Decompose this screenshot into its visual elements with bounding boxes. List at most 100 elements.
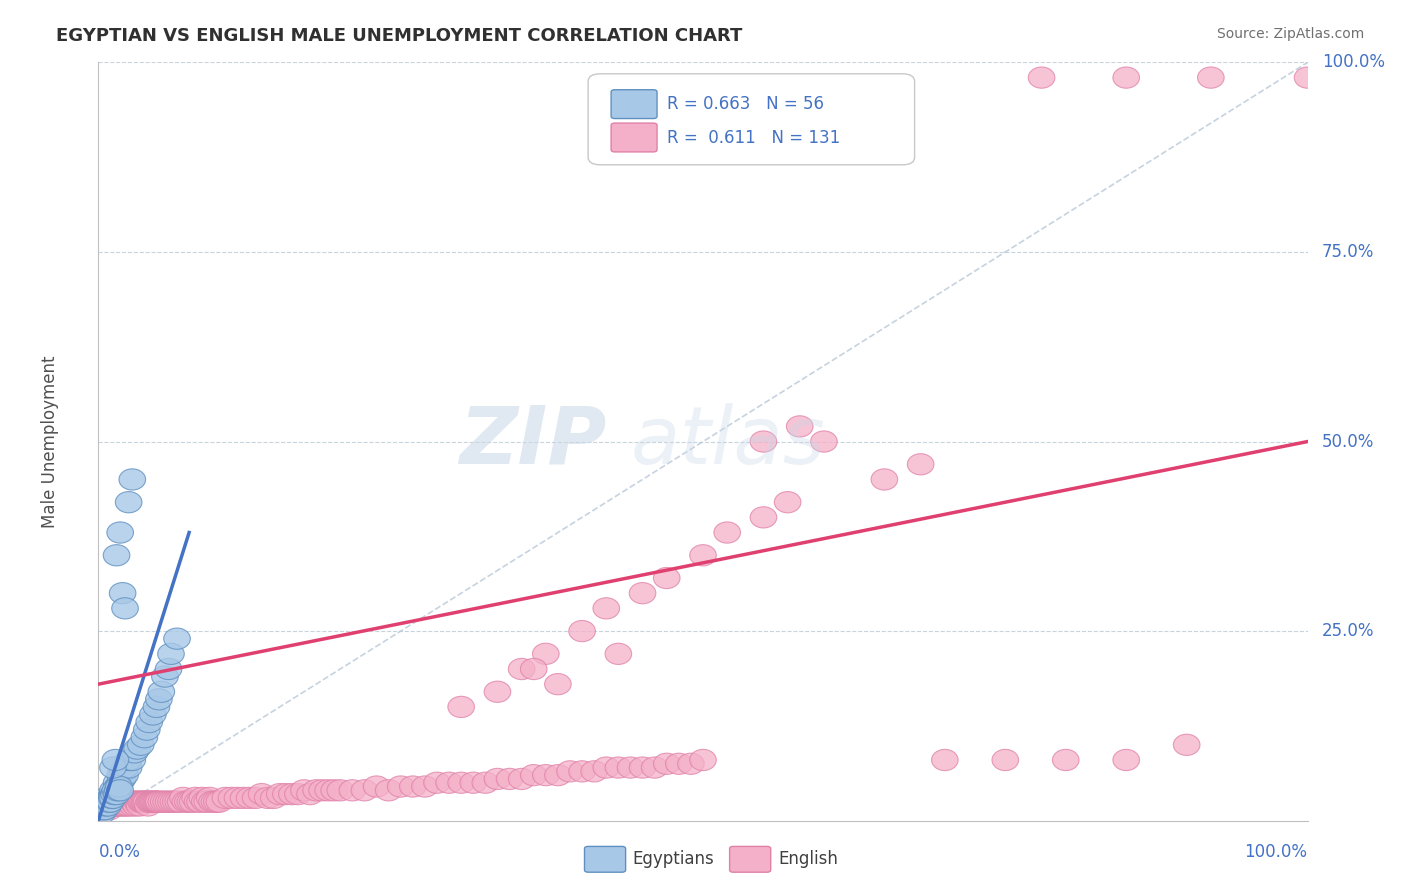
Ellipse shape <box>236 788 263 808</box>
Ellipse shape <box>188 788 215 808</box>
Ellipse shape <box>993 749 1018 771</box>
Ellipse shape <box>593 757 620 778</box>
Ellipse shape <box>184 791 211 813</box>
Ellipse shape <box>128 791 155 813</box>
Ellipse shape <box>155 791 181 813</box>
Ellipse shape <box>111 791 138 813</box>
Ellipse shape <box>569 761 595 782</box>
Ellipse shape <box>127 795 153 816</box>
Ellipse shape <box>111 598 138 619</box>
Ellipse shape <box>484 681 510 702</box>
Ellipse shape <box>617 757 644 778</box>
Ellipse shape <box>197 788 224 808</box>
Ellipse shape <box>1174 734 1199 756</box>
Ellipse shape <box>97 791 124 813</box>
Ellipse shape <box>242 788 269 808</box>
Ellipse shape <box>872 469 897 490</box>
Ellipse shape <box>124 738 150 759</box>
Ellipse shape <box>191 791 218 813</box>
Ellipse shape <box>399 776 426 797</box>
Ellipse shape <box>135 795 162 816</box>
Text: Source: ZipAtlas.com: Source: ZipAtlas.com <box>1216 27 1364 41</box>
Ellipse shape <box>231 788 257 808</box>
Ellipse shape <box>254 788 281 808</box>
Ellipse shape <box>375 780 402 801</box>
Ellipse shape <box>103 749 129 771</box>
Ellipse shape <box>103 795 129 816</box>
Ellipse shape <box>388 776 413 797</box>
Ellipse shape <box>100 795 127 816</box>
Ellipse shape <box>114 791 141 813</box>
Ellipse shape <box>94 795 121 816</box>
Ellipse shape <box>103 780 129 801</box>
Ellipse shape <box>120 791 146 813</box>
Ellipse shape <box>146 791 172 813</box>
Ellipse shape <box>143 791 170 813</box>
Ellipse shape <box>224 788 250 808</box>
Ellipse shape <box>751 507 776 528</box>
Ellipse shape <box>120 469 146 490</box>
Ellipse shape <box>110 761 136 782</box>
Ellipse shape <box>544 673 571 695</box>
Ellipse shape <box>509 658 534 680</box>
Text: 50.0%: 50.0% <box>1322 433 1375 450</box>
Ellipse shape <box>107 780 134 801</box>
Ellipse shape <box>751 431 776 452</box>
Ellipse shape <box>605 757 631 778</box>
Text: atlas: atlas <box>630 402 825 481</box>
Ellipse shape <box>108 795 135 816</box>
Ellipse shape <box>302 780 329 801</box>
Ellipse shape <box>97 788 124 808</box>
Text: ZIP: ZIP <box>458 402 606 481</box>
Ellipse shape <box>90 798 117 820</box>
Ellipse shape <box>593 598 620 619</box>
Ellipse shape <box>148 791 174 813</box>
Ellipse shape <box>139 791 166 813</box>
Ellipse shape <box>690 749 716 771</box>
Ellipse shape <box>690 545 716 566</box>
Ellipse shape <box>509 768 534 789</box>
Ellipse shape <box>104 791 131 813</box>
Ellipse shape <box>641 757 668 778</box>
Ellipse shape <box>212 788 239 808</box>
Text: 75.0%: 75.0% <box>1322 243 1375 261</box>
Ellipse shape <box>160 791 187 813</box>
Ellipse shape <box>630 582 655 604</box>
Ellipse shape <box>145 791 172 813</box>
Ellipse shape <box>155 658 181 680</box>
Ellipse shape <box>449 772 474 793</box>
Ellipse shape <box>775 491 801 513</box>
Ellipse shape <box>115 491 142 513</box>
Ellipse shape <box>100 788 127 808</box>
Ellipse shape <box>321 780 347 801</box>
Ellipse shape <box>157 791 184 813</box>
Text: EGYPTIAN VS ENGLISH MALE UNEMPLOYMENT CORRELATION CHART: EGYPTIAN VS ENGLISH MALE UNEMPLOYMENT CO… <box>56 27 742 45</box>
Ellipse shape <box>218 788 245 808</box>
Ellipse shape <box>260 788 287 808</box>
Ellipse shape <box>100 757 127 778</box>
Ellipse shape <box>103 783 129 805</box>
Ellipse shape <box>110 582 136 604</box>
Ellipse shape <box>97 795 124 816</box>
Ellipse shape <box>1028 67 1054 88</box>
Ellipse shape <box>115 749 142 771</box>
Ellipse shape <box>96 791 122 813</box>
Ellipse shape <box>89 803 115 823</box>
Ellipse shape <box>125 791 152 813</box>
Ellipse shape <box>105 795 132 816</box>
Ellipse shape <box>284 783 311 805</box>
Ellipse shape <box>167 791 194 813</box>
Ellipse shape <box>134 719 160 740</box>
Ellipse shape <box>120 795 146 816</box>
Ellipse shape <box>128 734 155 756</box>
Ellipse shape <box>157 643 184 665</box>
Ellipse shape <box>194 791 221 813</box>
Ellipse shape <box>124 791 150 813</box>
Ellipse shape <box>132 791 159 813</box>
Ellipse shape <box>153 791 180 813</box>
Ellipse shape <box>520 658 547 680</box>
Ellipse shape <box>104 776 131 797</box>
Ellipse shape <box>146 689 172 710</box>
Ellipse shape <box>122 795 149 816</box>
Ellipse shape <box>557 761 583 782</box>
